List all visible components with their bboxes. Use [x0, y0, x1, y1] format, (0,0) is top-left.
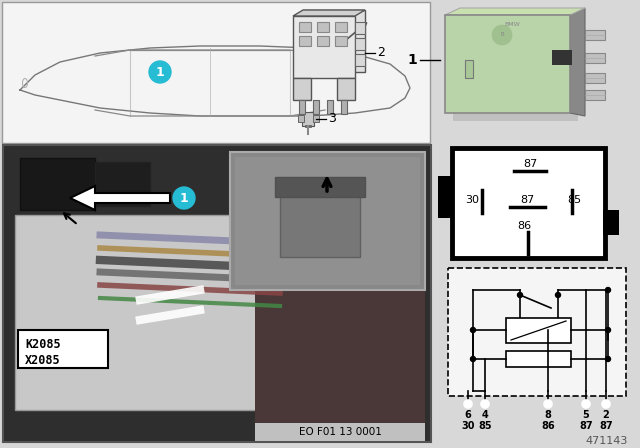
Bar — [255, 200, 425, 440]
Bar — [585, 73, 605, 83]
Bar — [255, 423, 425, 441]
Bar — [3, 145, 431, 442]
Polygon shape — [70, 186, 170, 210]
Bar — [299, 36, 311, 46]
Circle shape — [556, 293, 561, 297]
Bar — [95, 162, 150, 206]
Bar — [445, 15, 570, 113]
Bar — [18, 330, 108, 368]
Bar — [299, 22, 311, 32]
Bar — [302, 112, 314, 126]
Text: 2: 2 — [377, 47, 385, 60]
Bar — [2, 2, 430, 143]
Bar — [585, 90, 605, 100]
Bar — [465, 60, 473, 78]
Bar — [355, 54, 365, 66]
Bar — [293, 78, 311, 100]
Circle shape — [492, 25, 512, 45]
Circle shape — [464, 400, 472, 408]
Text: K2085: K2085 — [25, 337, 61, 350]
Bar — [335, 36, 347, 46]
Bar — [341, 100, 347, 114]
Bar — [280, 182, 360, 257]
Polygon shape — [293, 10, 365, 16]
Circle shape — [544, 400, 552, 408]
Bar — [317, 36, 329, 46]
Bar — [15, 215, 270, 410]
Bar — [552, 50, 572, 65]
Text: 3: 3 — [328, 112, 336, 125]
Text: X2085: X2085 — [25, 353, 61, 366]
Text: 87: 87 — [520, 195, 534, 205]
Circle shape — [481, 400, 489, 408]
Circle shape — [605, 357, 611, 362]
Text: BMW: BMW — [504, 22, 520, 27]
Bar — [438, 176, 454, 218]
Text: 86: 86 — [517, 221, 531, 231]
Circle shape — [605, 327, 611, 332]
Bar — [230, 152, 425, 290]
Circle shape — [602, 400, 610, 408]
Text: 1: 1 — [180, 191, 188, 204]
Bar — [293, 16, 355, 78]
Circle shape — [582, 400, 590, 408]
Circle shape — [605, 288, 611, 293]
Text: 1: 1 — [156, 65, 164, 78]
Circle shape — [149, 61, 171, 83]
Bar — [506, 351, 571, 367]
Bar — [313, 100, 319, 114]
Text: 30: 30 — [461, 421, 475, 431]
Text: 85: 85 — [478, 421, 492, 431]
Bar — [452, 148, 605, 258]
Bar — [327, 100, 333, 114]
Text: 85: 85 — [567, 195, 581, 205]
Bar — [299, 100, 305, 114]
Text: 5: 5 — [582, 410, 589, 420]
Circle shape — [470, 357, 476, 362]
Bar — [355, 22, 365, 34]
Bar — [337, 78, 355, 100]
Circle shape — [470, 327, 476, 332]
Text: 2: 2 — [603, 410, 609, 420]
Bar — [235, 157, 420, 285]
Bar — [506, 318, 571, 343]
Text: 87: 87 — [599, 421, 613, 431]
Text: 30: 30 — [465, 195, 479, 205]
Bar — [585, 53, 605, 63]
Text: 1: 1 — [407, 53, 417, 67]
Bar — [453, 13, 578, 121]
Text: EO F01 13 0001: EO F01 13 0001 — [299, 427, 381, 437]
Text: 471143: 471143 — [586, 436, 628, 446]
Bar — [603, 210, 619, 235]
Bar — [303, 10, 365, 72]
Bar — [298, 115, 304, 122]
Text: 86: 86 — [541, 421, 555, 431]
Text: 4: 4 — [482, 410, 488, 420]
Bar — [448, 268, 626, 396]
Bar — [317, 22, 329, 32]
Text: 8: 8 — [545, 410, 552, 420]
Polygon shape — [570, 8, 585, 116]
Text: 87: 87 — [579, 421, 593, 431]
Text: 87: 87 — [523, 159, 537, 169]
Text: B: B — [500, 33, 504, 38]
Bar — [313, 115, 319, 122]
Circle shape — [518, 293, 522, 297]
Bar — [335, 22, 347, 32]
Bar — [585, 30, 605, 40]
Circle shape — [173, 187, 195, 209]
Bar — [275, 177, 365, 197]
Bar — [20, 158, 95, 210]
Bar — [355, 38, 365, 50]
Text: 6: 6 — [465, 410, 472, 420]
Polygon shape — [445, 8, 585, 15]
